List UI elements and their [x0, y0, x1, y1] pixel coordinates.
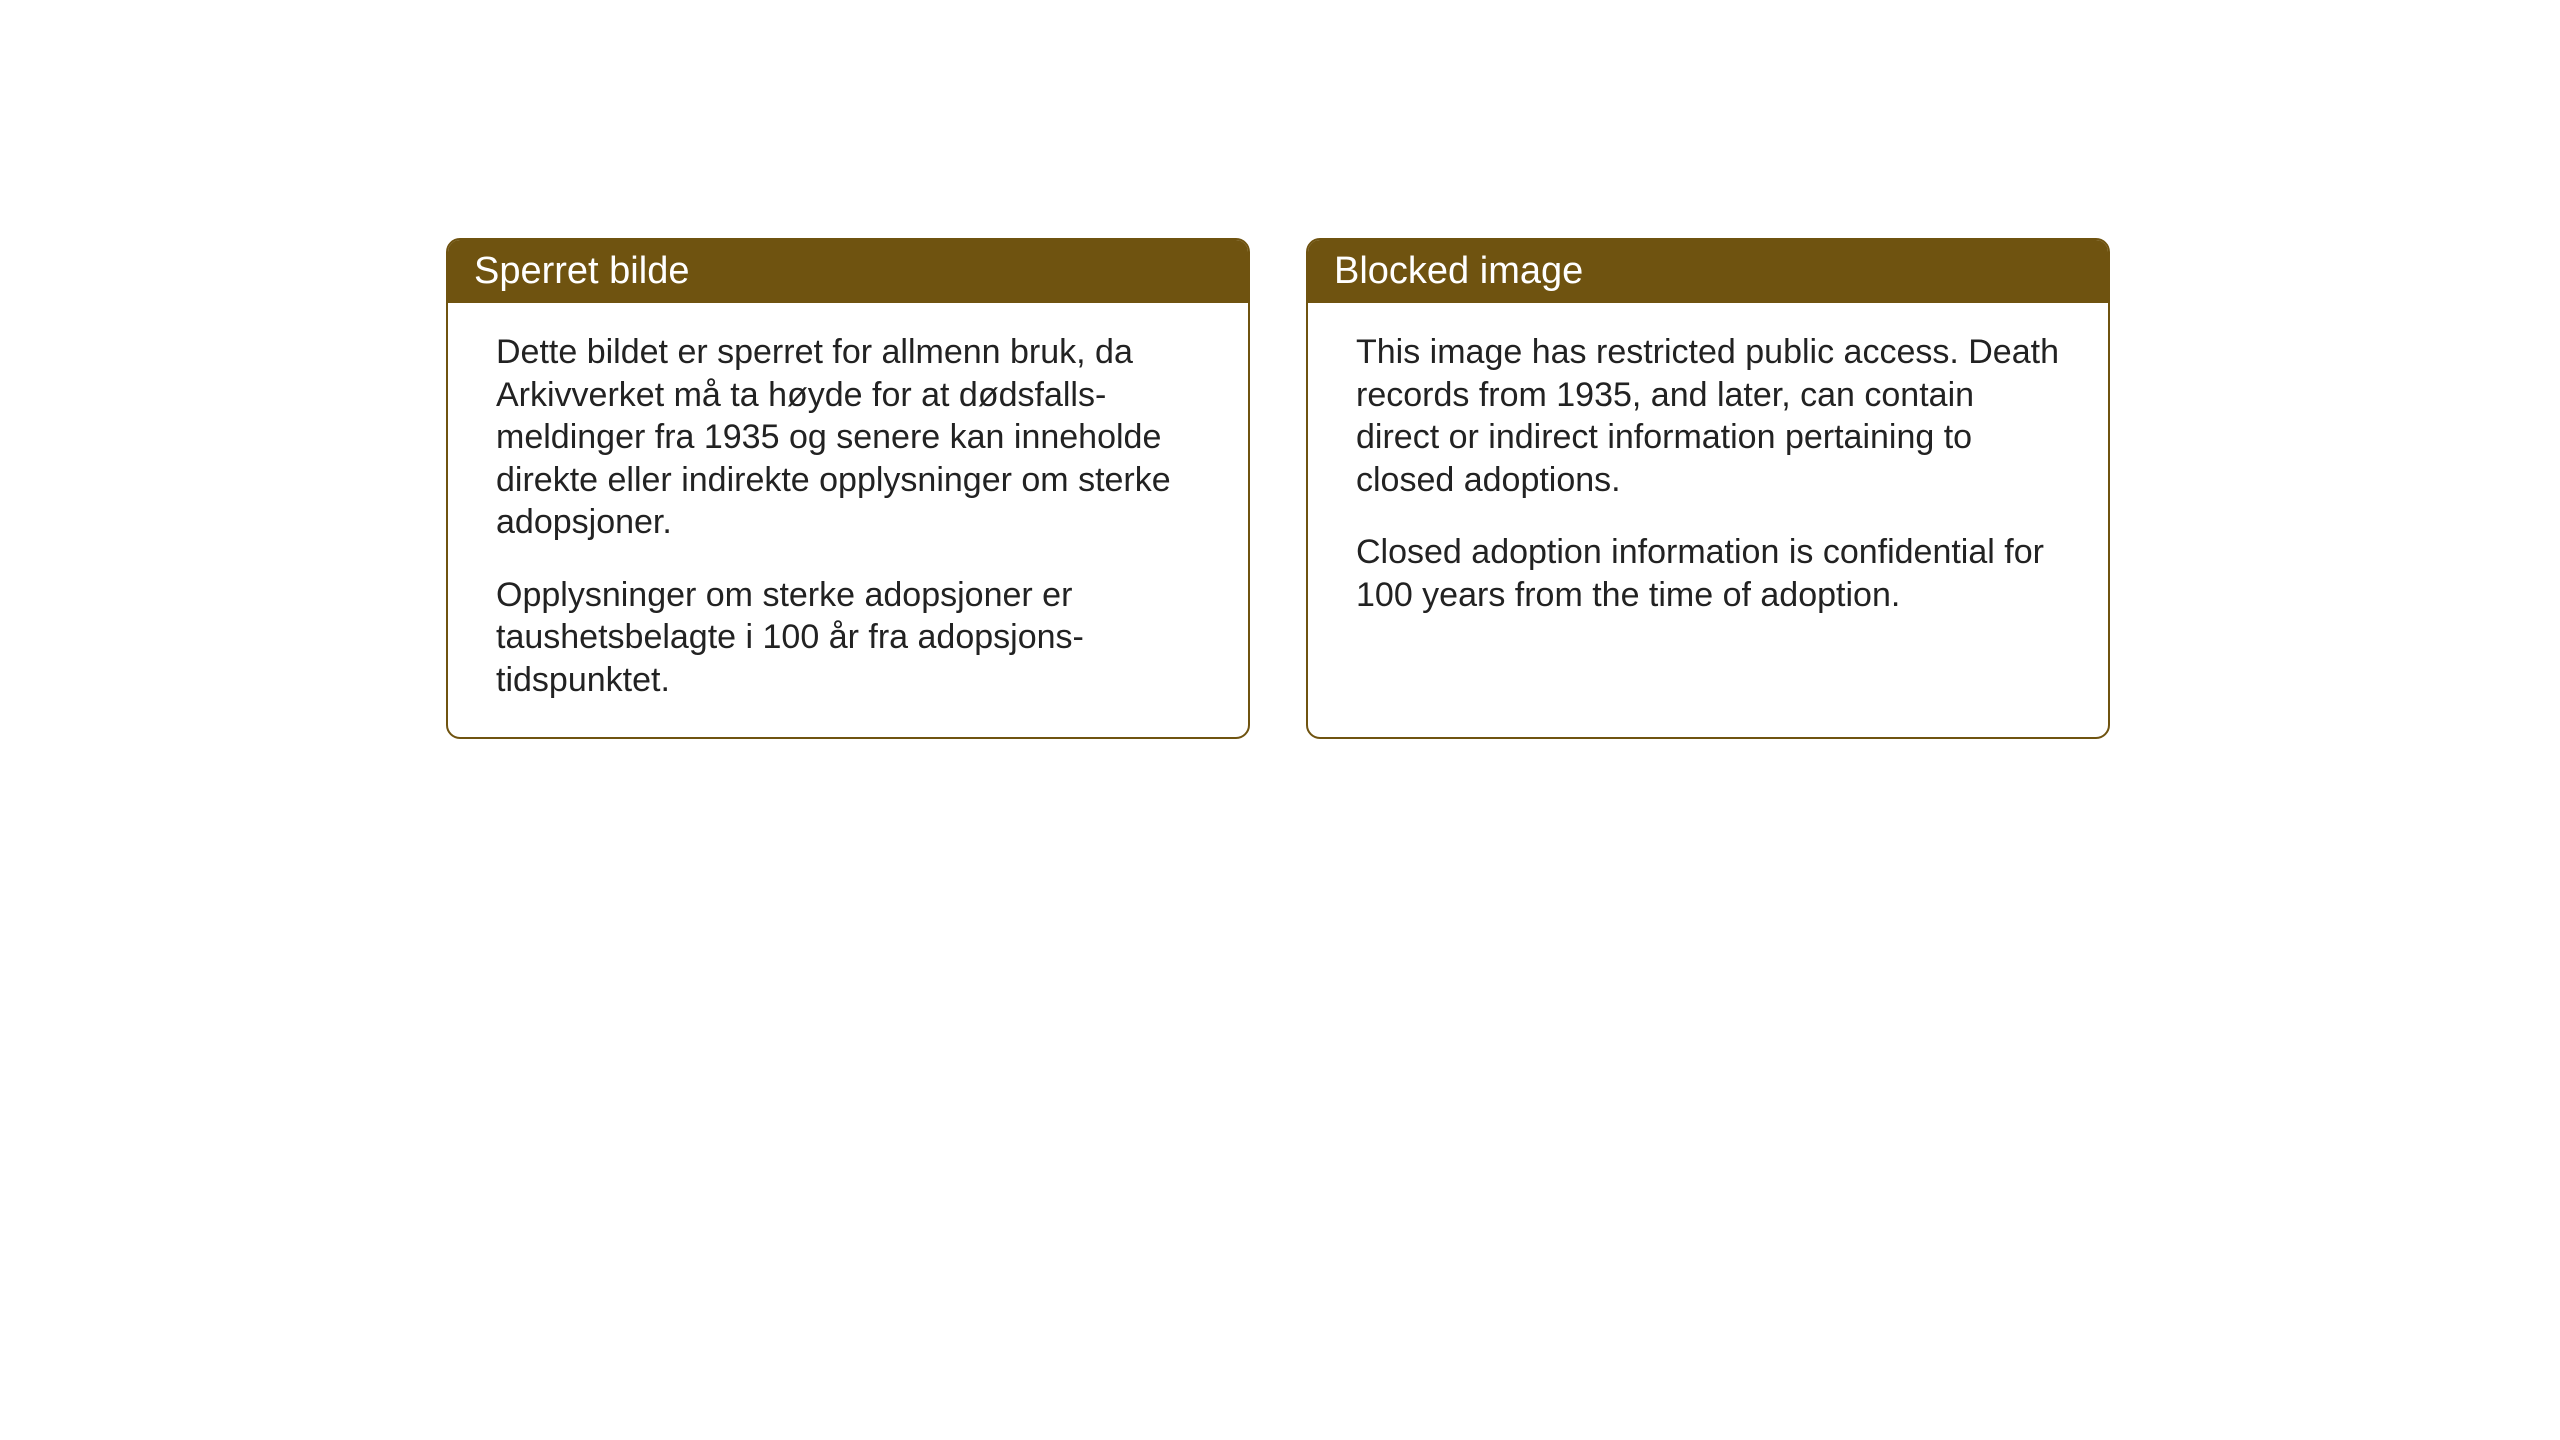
card-header-norwegian: Sperret bilde [448, 240, 1248, 303]
card-body-english: This image has restricted public access.… [1308, 303, 2108, 703]
card-paragraph-2-norwegian: Opplysninger om sterke adopsjoner er tau… [496, 574, 1200, 702]
card-title-english: Blocked image [1334, 250, 1583, 292]
card-norwegian: Sperret bilde Dette bildet er sperret fo… [446, 238, 1250, 739]
card-english: Blocked image This image has restricted … [1306, 238, 2110, 739]
card-paragraph-2-english: Closed adoption information is confident… [1356, 531, 2060, 616]
card-paragraph-1-english: This image has restricted public access.… [1356, 331, 2060, 501]
card-body-norwegian: Dette bildet er sperret for allmenn bruk… [448, 303, 1248, 737]
cards-container: Sperret bilde Dette bildet er sperret fo… [446, 238, 2110, 739]
card-title-norwegian: Sperret bilde [474, 250, 689, 292]
card-paragraph-1-norwegian: Dette bildet er sperret for allmenn bruk… [496, 331, 1200, 544]
card-header-english: Blocked image [1308, 240, 2108, 303]
